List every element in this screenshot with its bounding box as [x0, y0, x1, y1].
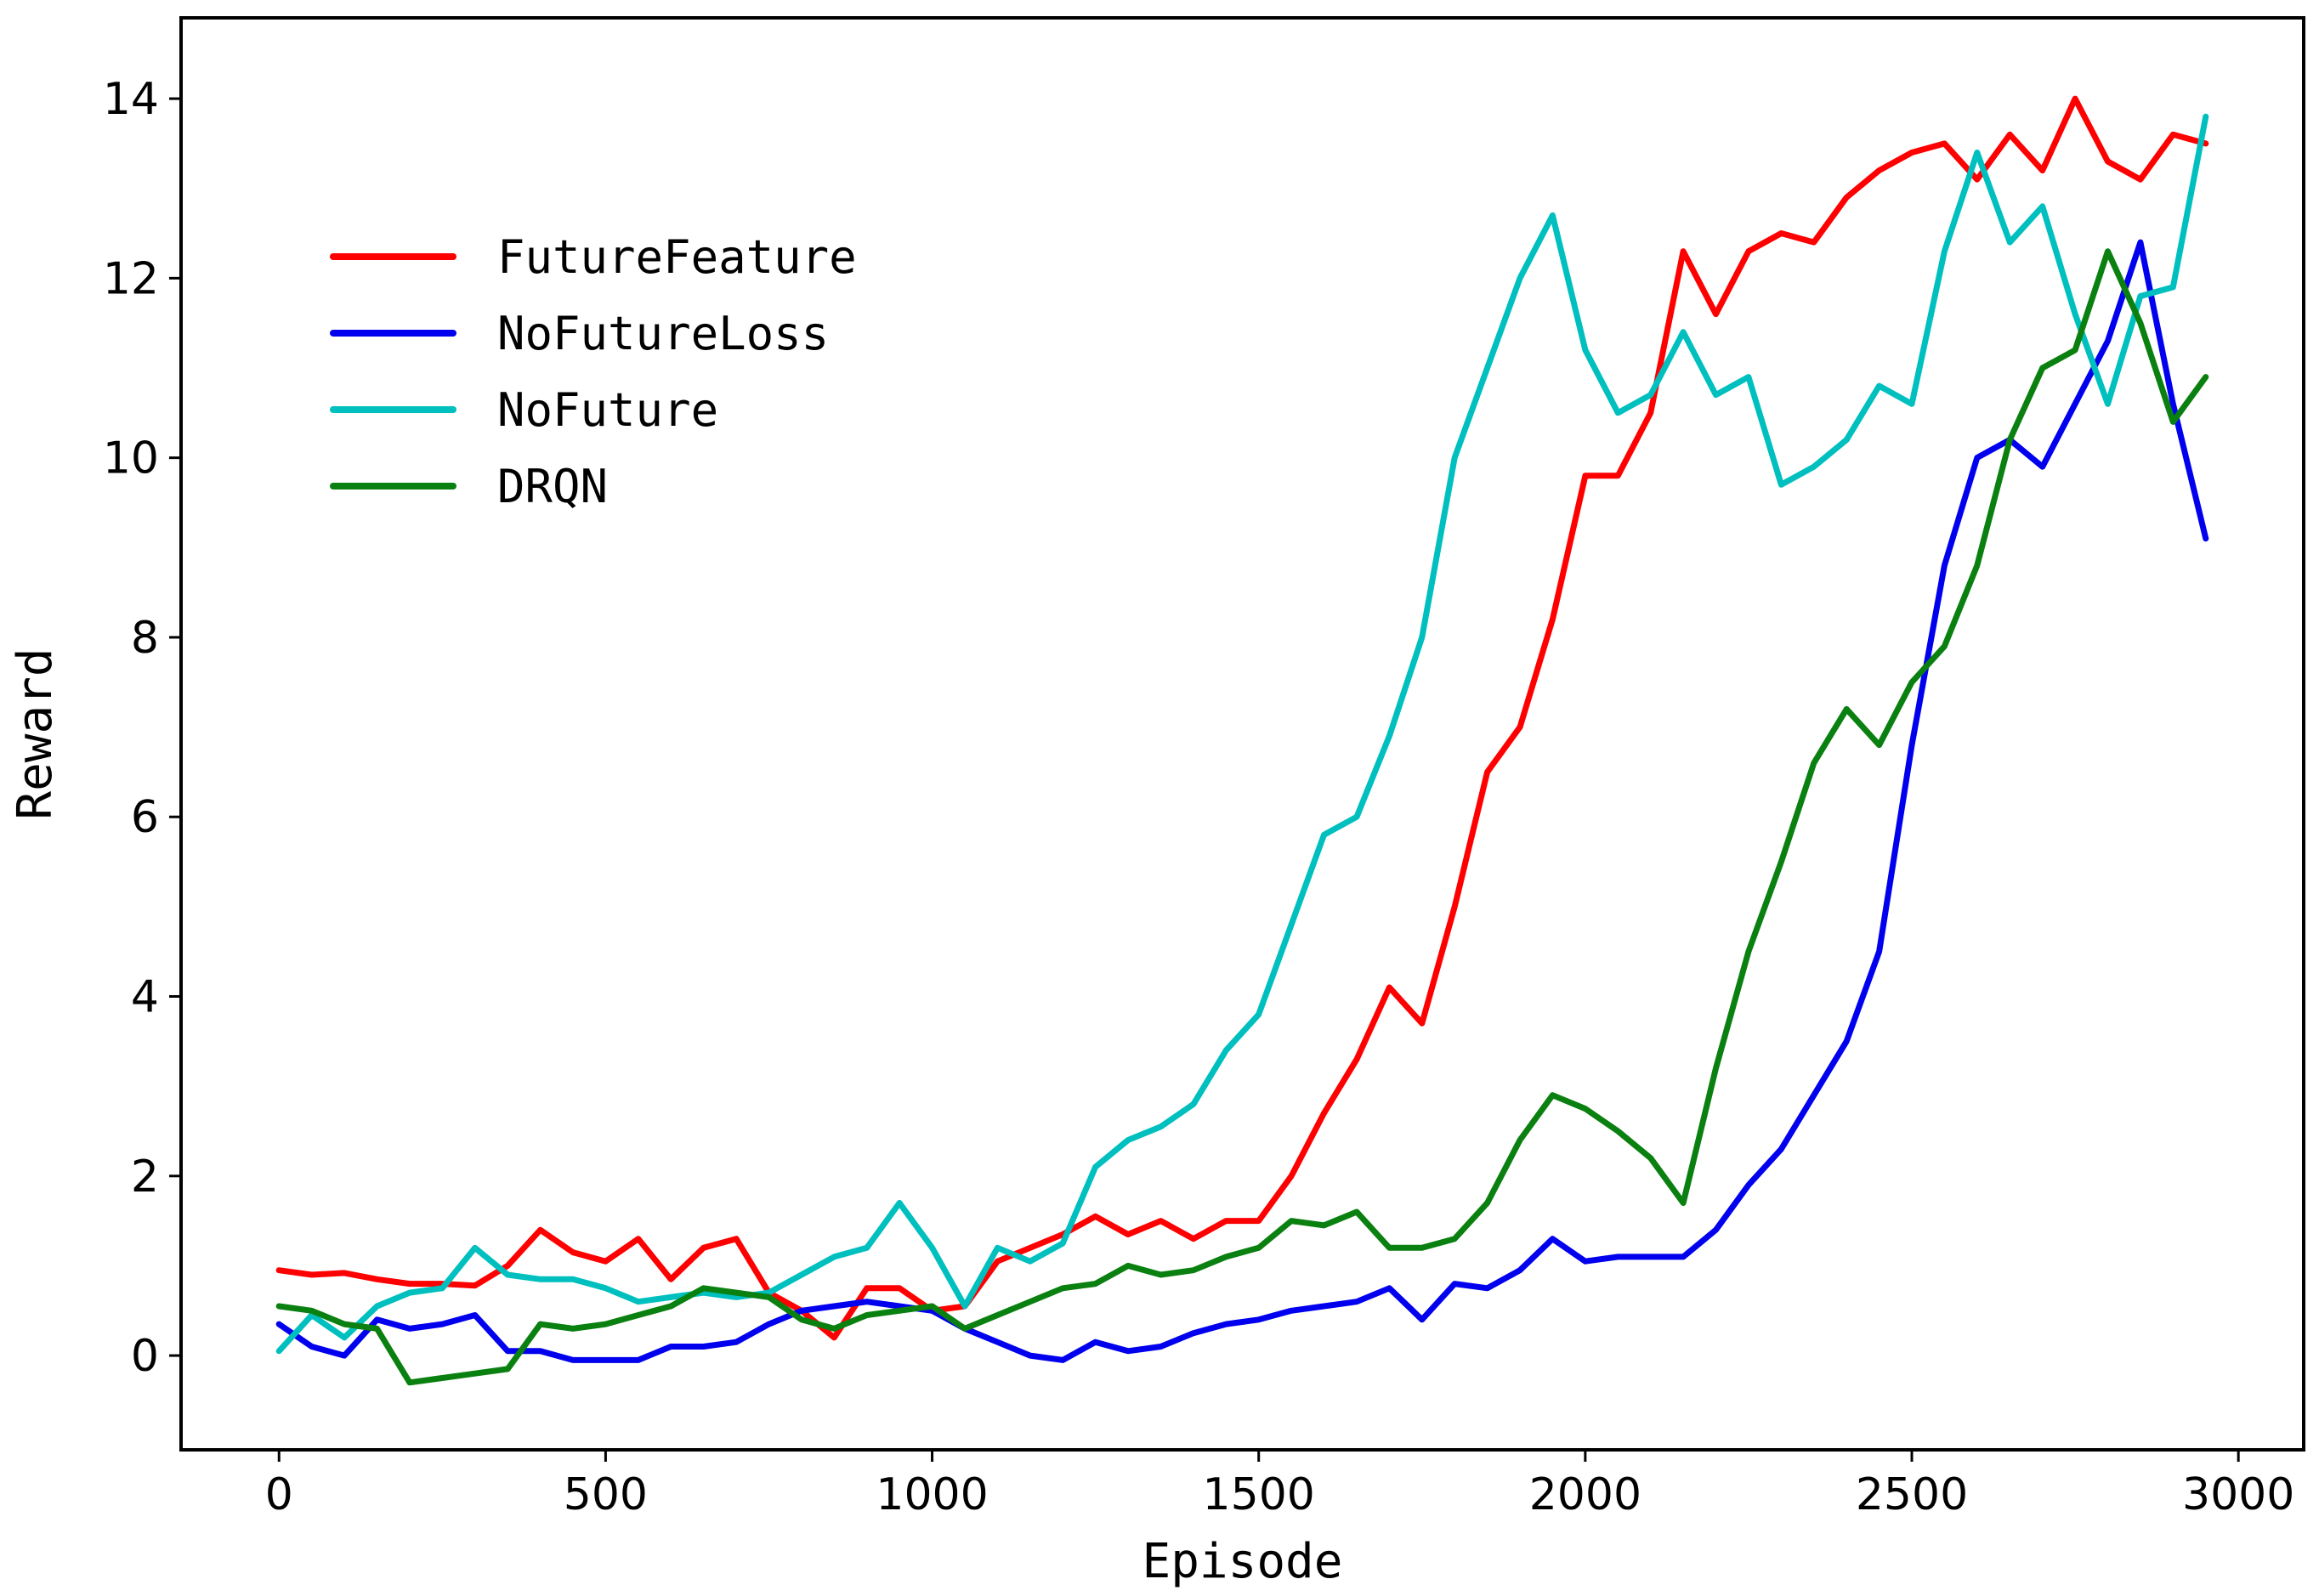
legend-label-nofuture: NoFuture: [497, 383, 718, 437]
x-axis-label: Episode: [1142, 1534, 1342, 1589]
x-tick-label: 0: [265, 1469, 293, 1520]
legend: FutureFeature NoFutureLoss NoFuture DRQN: [330, 230, 857, 513]
plot-frame: [179, 16, 2305, 1452]
y-tick-label: 2: [131, 1152, 159, 1203]
y-tick-label: 14: [103, 74, 159, 125]
x-tick-label: 1500: [1203, 1469, 1315, 1520]
legend-label-drqn: DRQN: [497, 460, 608, 513]
x-tick-label: 2500: [1856, 1469, 1968, 1520]
y-tick-label: 0: [131, 1331, 159, 1382]
x-tick-label: 3000: [2182, 1469, 2294, 1520]
x-axis: 0 500 1000 1500 2000 2500 3000: [265, 1450, 2294, 1520]
legend-label-nofutureloss: NoFutureLoss: [497, 307, 829, 360]
x-tick-label: 1000: [876, 1469, 988, 1520]
y-tick-label: 12: [103, 253, 159, 304]
y-axis: 0 2 4 6 8 10 12 14: [103, 74, 181, 1382]
x-tick-label: 2000: [1529, 1469, 1641, 1520]
y-tick-label: 6: [131, 792, 159, 843]
y-axis-label: Reward: [8, 648, 63, 819]
series-line-futurefeature: [275, 95, 2209, 1341]
y-tick-label: 8: [131, 613, 159, 664]
series-layer: [275, 95, 2209, 1386]
x-tick-label: 500: [564, 1469, 648, 1520]
y-tick-label: 4: [131, 972, 159, 1023]
y-tick-label: 10: [103, 433, 159, 484]
series-line-drqn: [275, 248, 2209, 1386]
series-line-nofutureloss: [275, 239, 2209, 1363]
legend-label-futurefeature: FutureFeature: [497, 230, 857, 284]
series-line-nofuture: [275, 113, 2209, 1355]
